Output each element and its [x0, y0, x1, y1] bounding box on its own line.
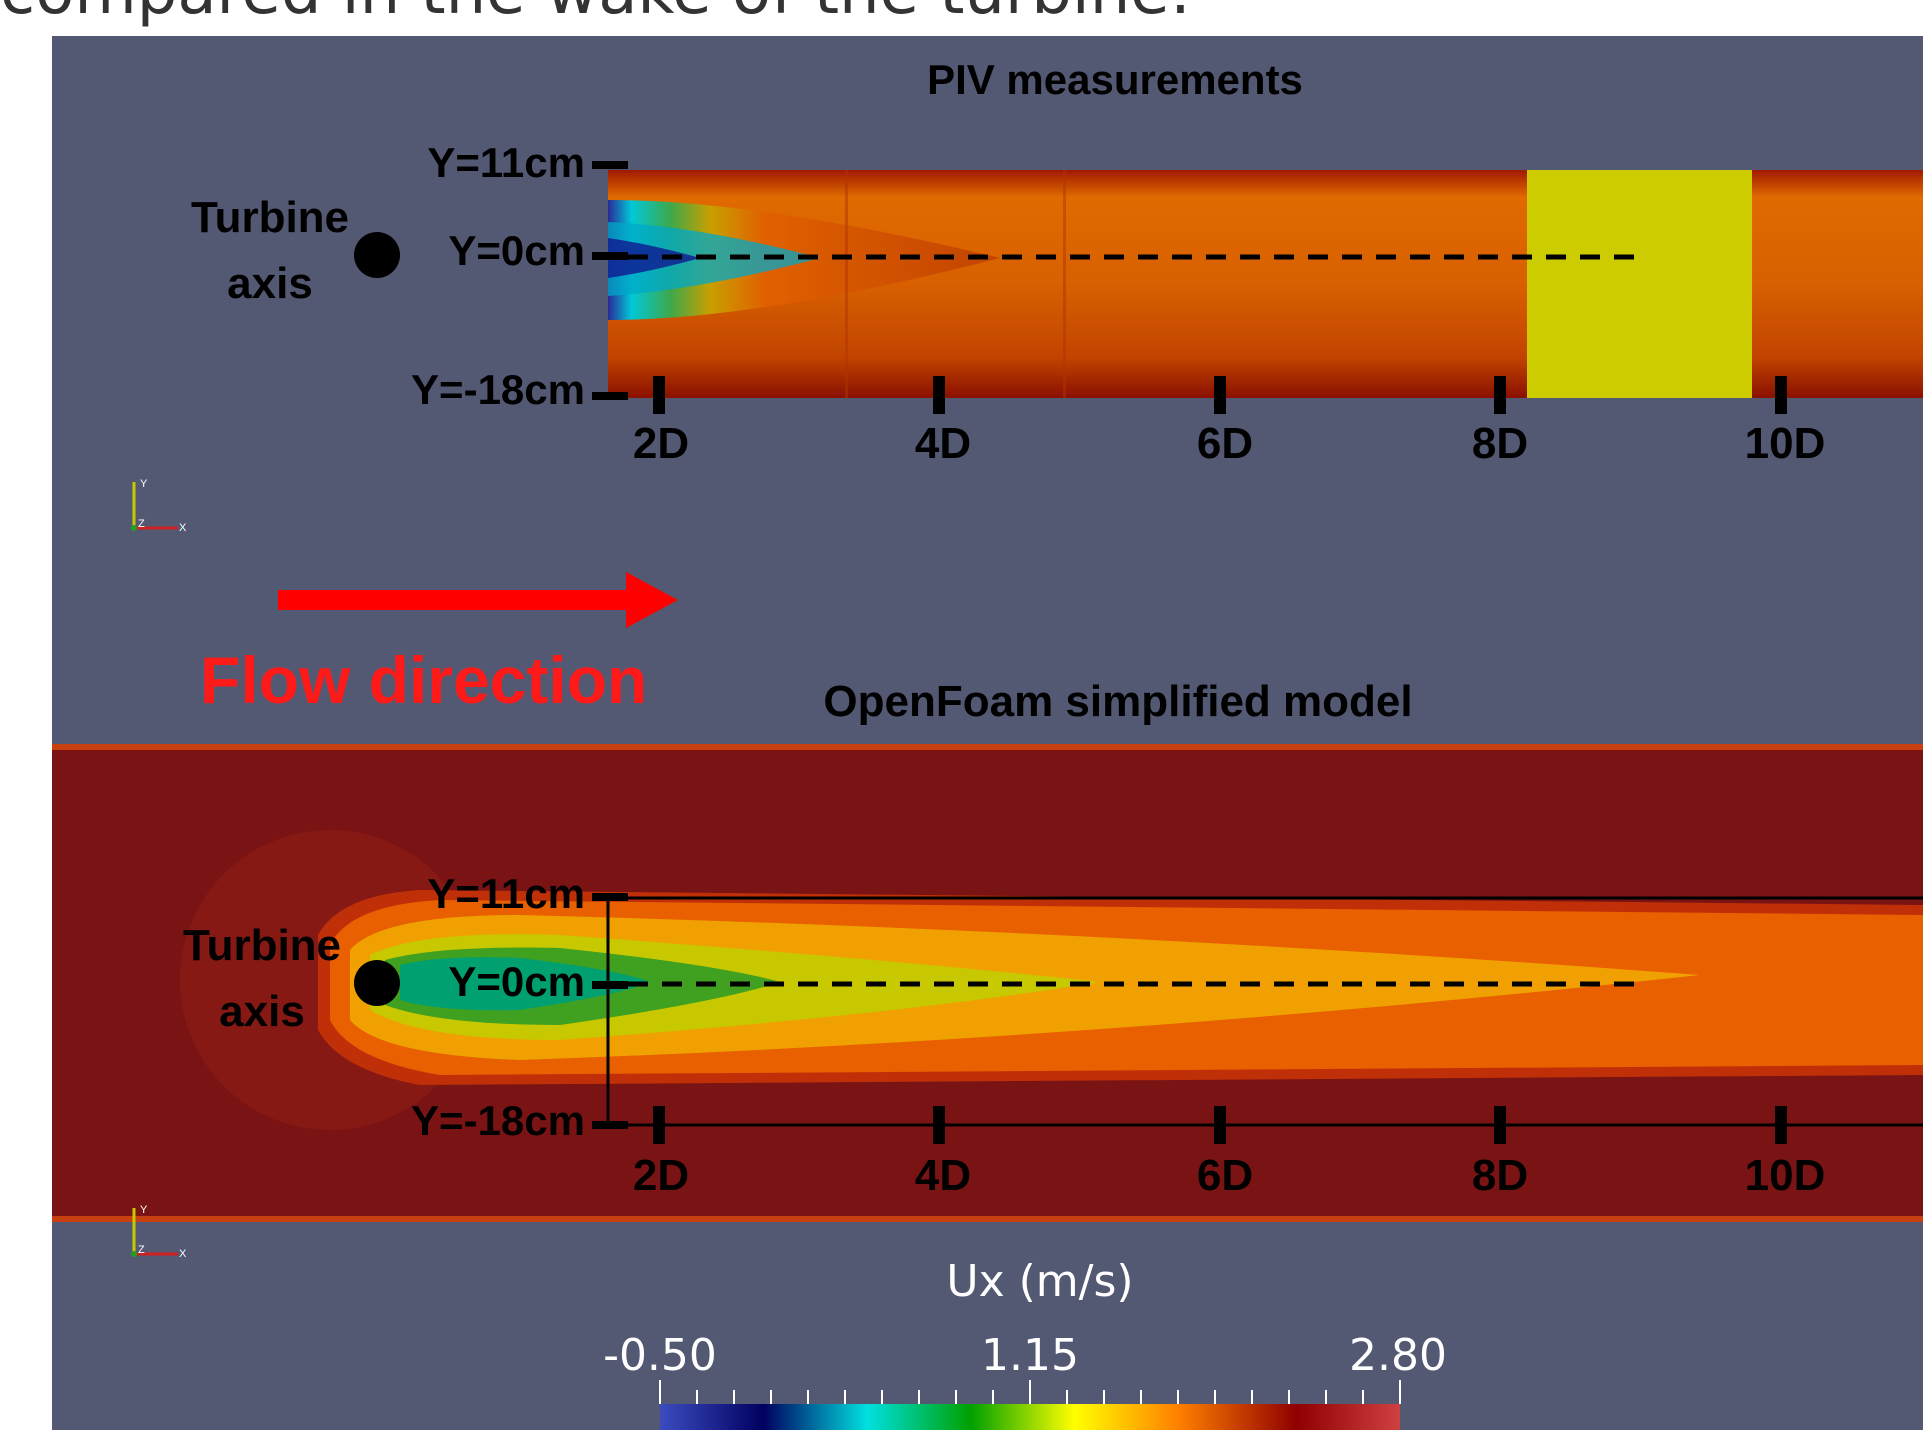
piv-x-tick — [1214, 376, 1226, 414]
openfoam-x-label: 10D — [1745, 1151, 1826, 1200]
openfoam-x-ticks — [653, 1106, 1787, 1144]
piv-turbine-label-line2: axis — [227, 259, 313, 308]
piv-y-label-bottom: Y=-18cm — [411, 366, 585, 413]
flow-arrow-shaft — [278, 590, 632, 610]
openfoam-y-label-mid: Y=0cm — [448, 958, 585, 1005]
piv-axes-z: Z — [138, 518, 145, 530]
openfoam-axes-triad-icon: Y Z X — [131, 1204, 187, 1260]
colorbar-gradient — [660, 1404, 1400, 1430]
colorbar-ticks — [659, 1380, 1401, 1404]
piv-x-tick — [933, 376, 945, 414]
piv-missing-data-patch — [1527, 170, 1752, 398]
piv-x-tick — [653, 376, 665, 414]
openfoam-turbine-marker — [354, 960, 400, 1006]
openfoam-turbine-label-line2: axis — [219, 987, 305, 1036]
openfoam-x-tick — [1775, 1106, 1787, 1144]
openfoam-y-label-top: Y=11cm — [427, 870, 585, 917]
piv-axes-triad-icon: Y Z X — [131, 478, 187, 534]
piv-title: PIV measurements — [927, 56, 1303, 103]
openfoam-x-label: 8D — [1472, 1151, 1528, 1200]
colorbar-mid-label: 1.15 — [981, 1330, 1079, 1381]
piv-x-tick — [1494, 376, 1506, 414]
piv-turbine-label-line1: Turbine — [191, 193, 349, 242]
openfoam-axes-x: X — [179, 1248, 187, 1260]
openfoam-panel: OpenFoam simplified model — [52, 677, 1923, 1260]
flow-direction-label: Flow direction — [200, 643, 647, 717]
piv-contour-field — [608, 170, 1923, 398]
colorbar: Ux (m/s) -0.50 1.15 2.80 — [603, 1256, 1447, 1430]
openfoam-x-tick — [653, 1106, 665, 1144]
openfoam-y-label-bottom: Y=-18cm — [411, 1097, 585, 1144]
piv-turbine-marker — [354, 232, 400, 278]
piv-axes-x: X — [179, 522, 187, 534]
piv-axes-y: Y — [140, 478, 148, 490]
openfoam-x-tick — [1494, 1106, 1506, 1144]
openfoam-x-label: 4D — [915, 1151, 971, 1200]
piv-x-label: 2D — [633, 419, 689, 468]
openfoam-x-tick — [933, 1106, 945, 1144]
colorbar-title: Ux (m/s) — [946, 1256, 1133, 1307]
colorbar-max-label: 2.80 — [1349, 1330, 1447, 1381]
piv-x-label: 6D — [1197, 419, 1253, 468]
piv-x-ticks — [653, 376, 1787, 414]
openfoam-title: OpenFoam simplified model — [823, 677, 1412, 726]
piv-y-label-top: Y=11cm — [427, 139, 585, 186]
colorbar-min-label: -0.50 — [603, 1330, 717, 1381]
openfoam-turbine-label-line1: Turbine — [183, 921, 341, 970]
openfoam-axes-y: Y — [140, 1204, 148, 1216]
piv-x-label: 8D — [1472, 419, 1528, 468]
openfoam-contour-field — [52, 744, 1923, 1222]
flow-arrow-head — [626, 572, 678, 628]
slide-heading: compared in the wake of the turbine: — [0, 0, 1191, 29]
piv-x-tick — [1775, 376, 1787, 414]
openfoam-x-label: 2D — [633, 1151, 689, 1200]
openfoam-y-axis — [592, 893, 628, 1129]
piv-x-label: 4D — [915, 419, 971, 468]
openfoam-x-tick — [1214, 1106, 1226, 1144]
piv-x-label: 10D — [1745, 419, 1826, 468]
openfoam-x-label: 6D — [1197, 1151, 1253, 1200]
piv-y-label-mid: Y=0cm — [448, 227, 585, 274]
openfoam-axes-z: Z — [138, 1244, 145, 1256]
flow-direction: Flow direction — [200, 572, 678, 717]
piv-y-axis — [592, 161, 628, 400]
piv-panel: PIV measurements Y=11cm Y=0cm Y=-18cm — [131, 56, 1923, 534]
